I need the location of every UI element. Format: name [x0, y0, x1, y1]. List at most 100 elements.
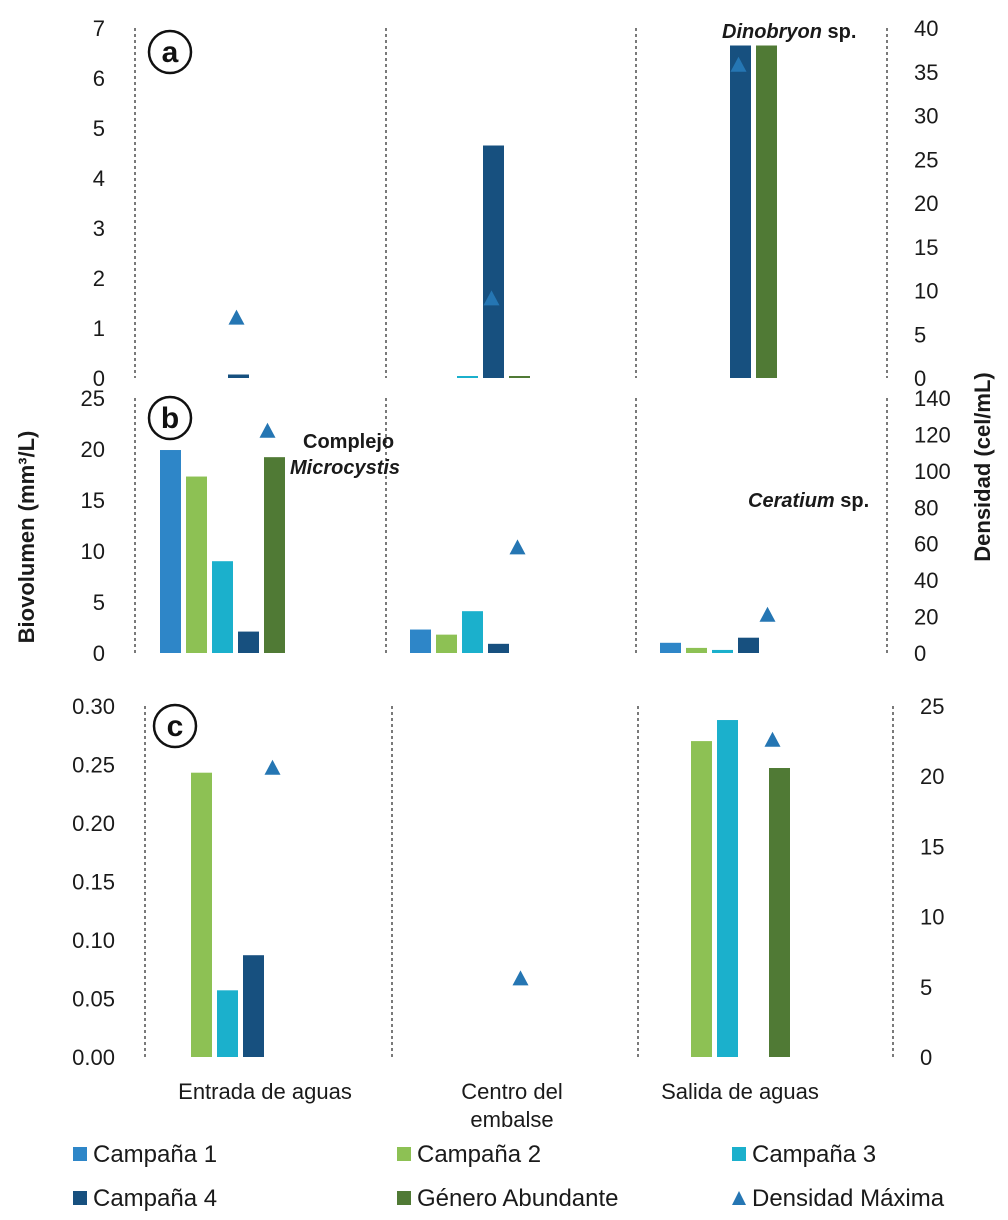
category-label: Centro del embalse — [461, 1079, 563, 1132]
y-tick-label: 0.20 — [72, 811, 115, 836]
legend-item: Campaña 4 — [73, 1185, 217, 1212]
legend: Campaña 1 Campaña 2 Campaña 3 Campaña 4 Géne… — [73, 1141, 945, 1212]
y-tick-label: 4 — [93, 166, 105, 191]
annotation: Complejo — [303, 431, 394, 453]
legend-label: Campaña 3 — [752, 1141, 876, 1168]
category-labels: Entrada de aguas Centro del embalse Salida … — [178, 1079, 819, 1132]
bar — [264, 457, 285, 653]
legend-item: Campaña 3 — [732, 1141, 876, 1168]
legend-label: Campaña 4 — [93, 1185, 217, 1212]
panel-a: 0 1 2 3 4 5 6 7 0 5 10 15 20 25 30 35 40 Dinobryon sp. a — [93, 16, 939, 391]
y-tick-label: 25 — [81, 386, 105, 411]
density-marker — [764, 731, 781, 747]
legend-item: Campaña 1 — [73, 1141, 217, 1168]
bar — [769, 768, 790, 1057]
y2-tick-label: 15 — [920, 834, 944, 859]
density-marker — [228, 309, 245, 325]
y2-tick-label: 10 — [914, 279, 938, 304]
bar — [410, 629, 431, 653]
legend-square-marker — [397, 1191, 411, 1205]
legend-square-marker — [397, 1147, 411, 1161]
density-marker — [259, 422, 276, 438]
y2-tick-label: 80 — [914, 495, 938, 520]
y-tick-label: 6 — [93, 66, 105, 91]
y-tick-label: 0.05 — [72, 987, 115, 1012]
bar — [217, 990, 238, 1057]
bar — [738, 637, 759, 653]
panel-letter: b — [161, 402, 179, 435]
y2-tick-label: 40 — [914, 568, 938, 593]
y-tick-label: 2 — [93, 266, 105, 291]
y2-tick-label: 20 — [914, 191, 938, 216]
bar — [228, 374, 249, 378]
y-tick-label: 0.00 — [72, 1045, 115, 1070]
bar — [660, 642, 681, 653]
y2-tick-label: 15 — [914, 235, 938, 260]
legend-label: Género Abundante — [417, 1185, 619, 1212]
bar — [457, 376, 478, 378]
panels: 0 1 2 3 4 5 6 7 0 5 10 15 20 25 30 35 40 Dinobryon sp. a 0 5… — [72, 16, 951, 1070]
y2-tick-label: 25 — [920, 694, 944, 719]
panel-letter-circle — [147, 29, 193, 75]
legend-square-marker — [732, 1147, 746, 1161]
bar — [756, 45, 777, 378]
bar — [191, 772, 212, 1057]
density-marker — [264, 759, 281, 775]
y-tick-label: 15 — [81, 488, 105, 513]
density-marker — [759, 606, 776, 622]
category-label: Salida de aguas — [661, 1079, 819, 1104]
y-tick-label: 0 — [93, 366, 105, 391]
bar — [436, 634, 457, 653]
y-tick-label: 5 — [93, 590, 105, 615]
bar — [712, 649, 733, 653]
left-axis-title: Biovolumen (mm³/L) — [14, 431, 39, 644]
y-tick-label: 5 — [93, 116, 105, 141]
y-tick-label: 7 — [93, 16, 105, 41]
category-label: Entrada de aguas — [178, 1079, 352, 1104]
density-marker — [483, 290, 500, 306]
y2-tick-label: 5 — [914, 322, 926, 347]
y2-tick-label: 20 — [920, 764, 944, 789]
legend-label: Densidad Máxima — [752, 1185, 945, 1212]
bar — [691, 741, 712, 1057]
annotation: Microcystis — [290, 457, 400, 479]
bar — [160, 450, 181, 653]
annotation: Ceratium sp. — [748, 490, 869, 512]
legend-item: Género Abundante — [397, 1185, 619, 1212]
y2-tick-label: 120 — [914, 422, 951, 447]
density-marker — [509, 539, 526, 555]
legend-item: Densidad Máxima — [732, 1185, 945, 1212]
legend-item: Campaña 2 — [397, 1141, 541, 1168]
panel-c: 0.00 0.05 0.10 0.15 0.20 0.25 0.30 0 5 10 15 20 25 Ce… — [72, 490, 944, 1070]
y-tick-label: 20 — [81, 437, 105, 462]
density-marker — [512, 970, 529, 986]
panel-letter: c — [167, 710, 184, 743]
legend-square-marker — [73, 1147, 87, 1161]
panel-letter-circle — [147, 395, 193, 441]
y2-tick-label: 0 — [914, 641, 926, 666]
y2-tick-label: 60 — [914, 532, 938, 557]
y-tick-label: 0.10 — [72, 928, 115, 953]
bar — [238, 631, 259, 653]
y-tick-label: 3 — [93, 216, 105, 241]
y2-tick-label: 0 — [920, 1045, 932, 1070]
legend-label: Campaña 2 — [417, 1141, 541, 1168]
bar — [730, 45, 751, 378]
panel-b: 0 5 10 15 20 25 0 20 40 60 80 100 120 140 Complejo Micr… — [81, 386, 951, 666]
y-tick-label: 10 — [81, 539, 105, 564]
legend-triangle-marker — [732, 1191, 746, 1205]
y-tick-label: 0.15 — [72, 870, 115, 895]
density-marker — [730, 56, 747, 72]
bar — [488, 643, 509, 653]
bar — [186, 476, 207, 653]
panel-letter-circle — [152, 703, 198, 749]
y2-tick-label: 140 — [914, 386, 951, 411]
y2-tick-label: 5 — [920, 975, 932, 1000]
y2-tick-label: 30 — [914, 104, 938, 129]
y-tick-label: 0.30 — [72, 694, 115, 719]
y2-tick-label: 0 — [914, 366, 926, 391]
legend-square-marker — [73, 1191, 87, 1205]
y-tick-label: 0 — [93, 641, 105, 666]
bar — [717, 720, 738, 1057]
